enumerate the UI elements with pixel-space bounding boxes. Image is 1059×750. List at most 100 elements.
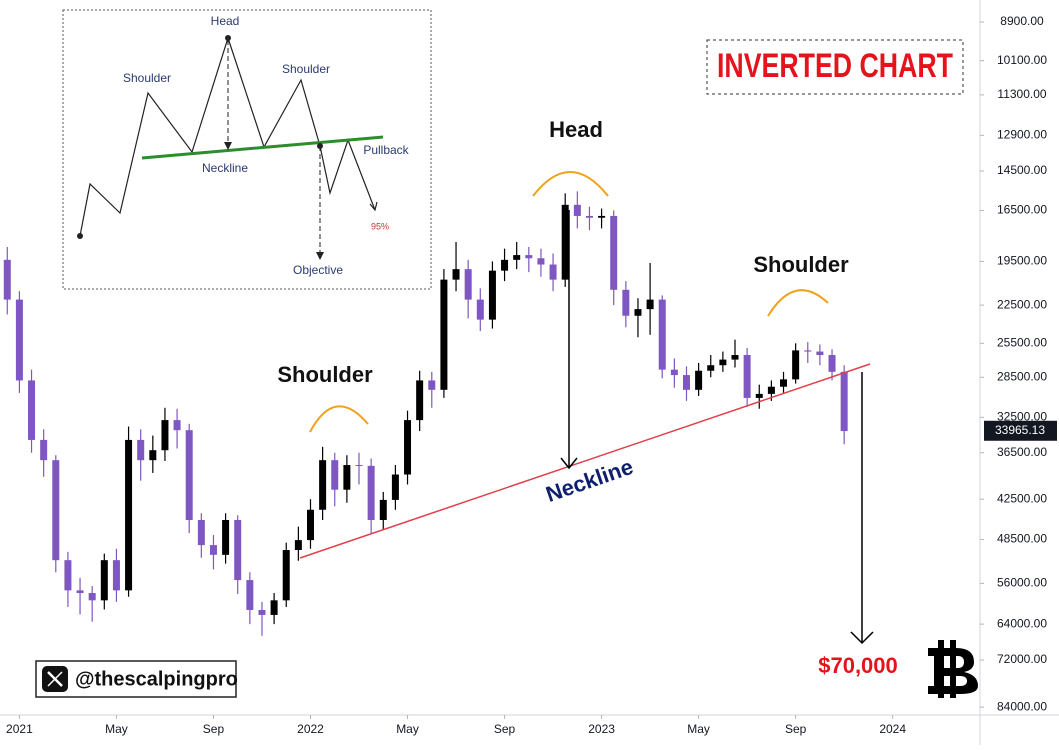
inset-label: Neckline — [202, 161, 248, 175]
y-tick-label: 56000.00 — [997, 576, 1047, 590]
candle-body — [513, 255, 521, 260]
x-tick-label: 2021 — [6, 722, 33, 736]
candle-body — [40, 439, 48, 461]
y-tick-label: 32500.00 — [997, 409, 1047, 423]
arrows — [560, 210, 874, 645]
y-tick-label: 16500.00 — [997, 203, 1047, 217]
candle-body — [343, 465, 351, 490]
candle-body — [270, 600, 278, 615]
shoulder-label: Shoulder — [753, 252, 849, 277]
candle-body — [15, 299, 23, 381]
x-tick-label: 2024 — [879, 722, 906, 736]
candle-body — [355, 465, 363, 467]
candle-body — [222, 519, 230, 555]
candle-body — [452, 269, 460, 280]
y-tick-label: 28500.00 — [997, 369, 1047, 383]
candle-body — [379, 499, 387, 520]
y-tick-label: 14500.00 — [997, 163, 1047, 177]
candle-body — [404, 420, 412, 475]
candle-body — [428, 380, 436, 390]
candle-body — [804, 350, 812, 352]
inset-label: Shoulder — [123, 71, 171, 85]
candle-body — [52, 460, 60, 561]
target-label: $70,000 — [818, 653, 898, 678]
candle-body — [561, 204, 569, 280]
y-tick-label: 36500.00 — [997, 445, 1047, 459]
chart-title: INVERTED CHART — [717, 47, 953, 85]
y-tick-label: 19500.00 — [997, 254, 1047, 268]
candle-body — [306, 509, 314, 541]
x-tick-label: May — [396, 722, 419, 736]
candle-body — [743, 355, 751, 398]
x-tick-label: Sep — [203, 722, 225, 736]
candle-body — [646, 299, 654, 310]
axes: 8900.00 10100.00 11300.00 12900.00 14500.00 1… — [6, 14, 1057, 736]
candle-body — [501, 259, 509, 271]
y-tick-label: 10100.00 — [997, 53, 1047, 67]
candle-body — [598, 215, 606, 218]
candle-body — [476, 299, 484, 320]
last-price-box — [984, 420, 1057, 441]
title-box — [706, 39, 964, 95]
candle-body — [149, 450, 157, 461]
y-tick-label: 22500.00 — [997, 297, 1047, 311]
candle-body — [137, 439, 145, 461]
y-tick-label: 64000.00 — [997, 616, 1047, 630]
candle-body — [828, 355, 836, 372]
candle-body — [464, 269, 472, 300]
candle-body — [3, 259, 11, 300]
candle-body — [88, 593, 96, 601]
x-tick-label: Sep — [494, 722, 516, 736]
x-tick-label: May — [105, 722, 128, 736]
candle-body — [610, 215, 618, 290]
y-tick-label: 48500.00 — [997, 532, 1047, 546]
inset-label: Objective — [293, 263, 343, 277]
y-tick-label: 8900.00 — [1000, 14, 1044, 28]
candle-body — [282, 549, 290, 601]
candle-body — [488, 270, 496, 320]
candle-body — [707, 365, 715, 371]
candle-body — [367, 465, 375, 520]
candle-body — [209, 545, 217, 555]
candle-body — [440, 279, 448, 390]
candle-body — [573, 204, 581, 216]
x-tick-label: 2022 — [297, 722, 324, 736]
candle-body — [64, 560, 72, 591]
watermark-text: @thescalpingpro — [75, 668, 238, 690]
candle-body — [197, 519, 205, 546]
candle-body — [840, 371, 848, 432]
candle-body — [258, 609, 266, 615]
inset: Head Shoulder Shoulder Neckline Pullback… — [62, 9, 432, 290]
y-tick-label: 84000.00 — [997, 699, 1047, 713]
candle-body — [246, 580, 254, 610]
candle-body — [319, 460, 327, 510]
x-tick-label: Sep — [785, 722, 807, 736]
candle-body — [622, 289, 630, 316]
last-price-label: 33965.13 — [995, 423, 1045, 437]
candle-body — [391, 474, 399, 500]
candle-body — [537, 258, 545, 265]
y-tick-label: 72000.00 — [997, 652, 1047, 666]
y-tick-label: 11300.00 — [997, 87, 1046, 101]
candle-body — [658, 299, 666, 370]
candle-body — [731, 355, 739, 360]
inset-label: 95% — [371, 221, 389, 231]
y-tick-label: 42500.00 — [997, 491, 1047, 505]
candle-body — [525, 255, 533, 259]
x-tick-label: May — [687, 722, 710, 736]
arcs — [309, 171, 829, 433]
candle-body — [234, 519, 242, 581]
candle-body — [100, 560, 108, 601]
x-tick-label: 2023 — [588, 722, 615, 736]
candle-body — [416, 380, 424, 421]
plot-area — [3, 191, 848, 636]
candle-body — [767, 386, 775, 394]
candle-body — [112, 560, 120, 591]
candle-body — [695, 370, 703, 390]
candle-body — [125, 439, 133, 591]
y-tick-label: 12900.00 — [997, 127, 1047, 141]
inset-label: Shoulder — [282, 62, 330, 76]
watermark: @thescalpingpro — [35, 660, 238, 698]
candle-body — [682, 375, 690, 390]
